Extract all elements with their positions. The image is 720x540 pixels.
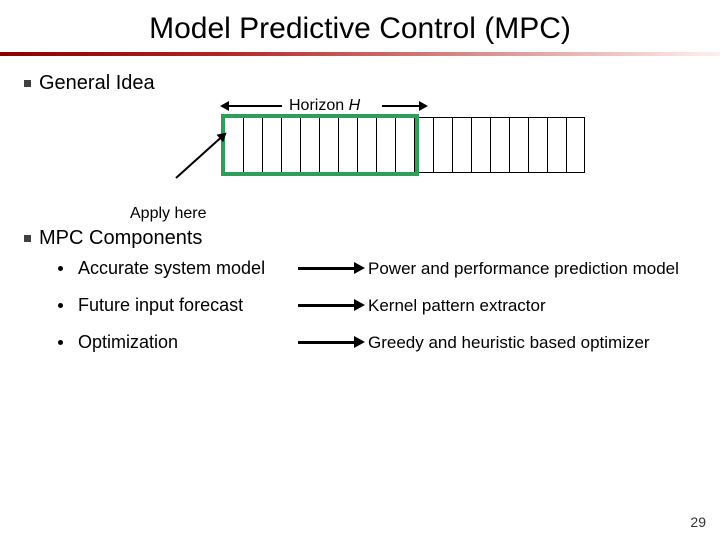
timeline-cell — [509, 117, 528, 173]
timeline-grid — [224, 117, 585, 173]
timeline-cell — [281, 117, 300, 173]
dot-bullet-icon — [58, 340, 63, 345]
timeline-cell — [414, 117, 433, 173]
component-rhs: Kernel pattern extractor — [368, 296, 704, 316]
horizon-arrow-right-icon — [382, 105, 420, 107]
timeline-cell — [490, 117, 509, 173]
dot-bullet-icon — [58, 266, 63, 271]
timeline-cell — [319, 117, 338, 173]
timeline-cell — [433, 117, 452, 173]
component-lhs: Accurate system model — [78, 258, 298, 279]
dot-bullet-icon — [58, 303, 63, 308]
component-lhs: Optimization — [78, 332, 298, 353]
timeline-cell — [357, 117, 376, 173]
component-row: Optimization Greedy and heuristic based o… — [24, 324, 704, 361]
title-rule — [0, 52, 720, 56]
apply-arrow-icon — [175, 137, 221, 179]
timeline-cell — [395, 117, 414, 173]
section-general-idea: General Idea — [24, 72, 704, 95]
component-lhs: Future input forecast — [78, 295, 298, 316]
maps-to-arrow-icon — [298, 304, 356, 307]
timeline-cell — [471, 117, 490, 173]
section-label: MPC Components — [39, 227, 202, 250]
section-mpc-components: MPC Components — [24, 227, 704, 250]
timeline-cell — [528, 117, 547, 173]
maps-to-arrow-icon — [298, 267, 356, 270]
horizon-label: Horizon H — [289, 97, 360, 115]
square-bullet-icon — [24, 80, 31, 87]
horizon-arrow-left-icon — [228, 105, 282, 107]
timeline-cell — [262, 117, 281, 173]
timeline-cell — [243, 117, 262, 173]
page-number: 29 — [690, 514, 706, 530]
mpc-horizon-diagram: Horizon H Apply here — [204, 97, 624, 227]
section-label: General Idea — [39, 72, 155, 95]
timeline-cell — [300, 117, 319, 173]
square-bullet-icon — [24, 235, 31, 242]
timeline-cell — [376, 117, 395, 173]
maps-to-arrow-icon — [298, 341, 356, 344]
components-list: Accurate system model Power and performan… — [24, 250, 704, 361]
timeline-cell — [547, 117, 566, 173]
timeline-cell — [452, 117, 471, 173]
timeline-cell — [566, 117, 585, 173]
page-title: Model Predictive Control (MPC) — [0, 0, 720, 52]
component-rhs: Power and performance prediction model — [368, 259, 704, 279]
component-row: Future input forecast Kernel pattern extr… — [24, 287, 704, 324]
component-row: Accurate system model Power and performan… — [24, 250, 704, 287]
apply-here-label: Apply here — [130, 205, 207, 223]
timeline-cell — [338, 117, 357, 173]
component-rhs: Greedy and heuristic based optimizer — [368, 333, 704, 353]
timeline-cell — [224, 117, 243, 173]
